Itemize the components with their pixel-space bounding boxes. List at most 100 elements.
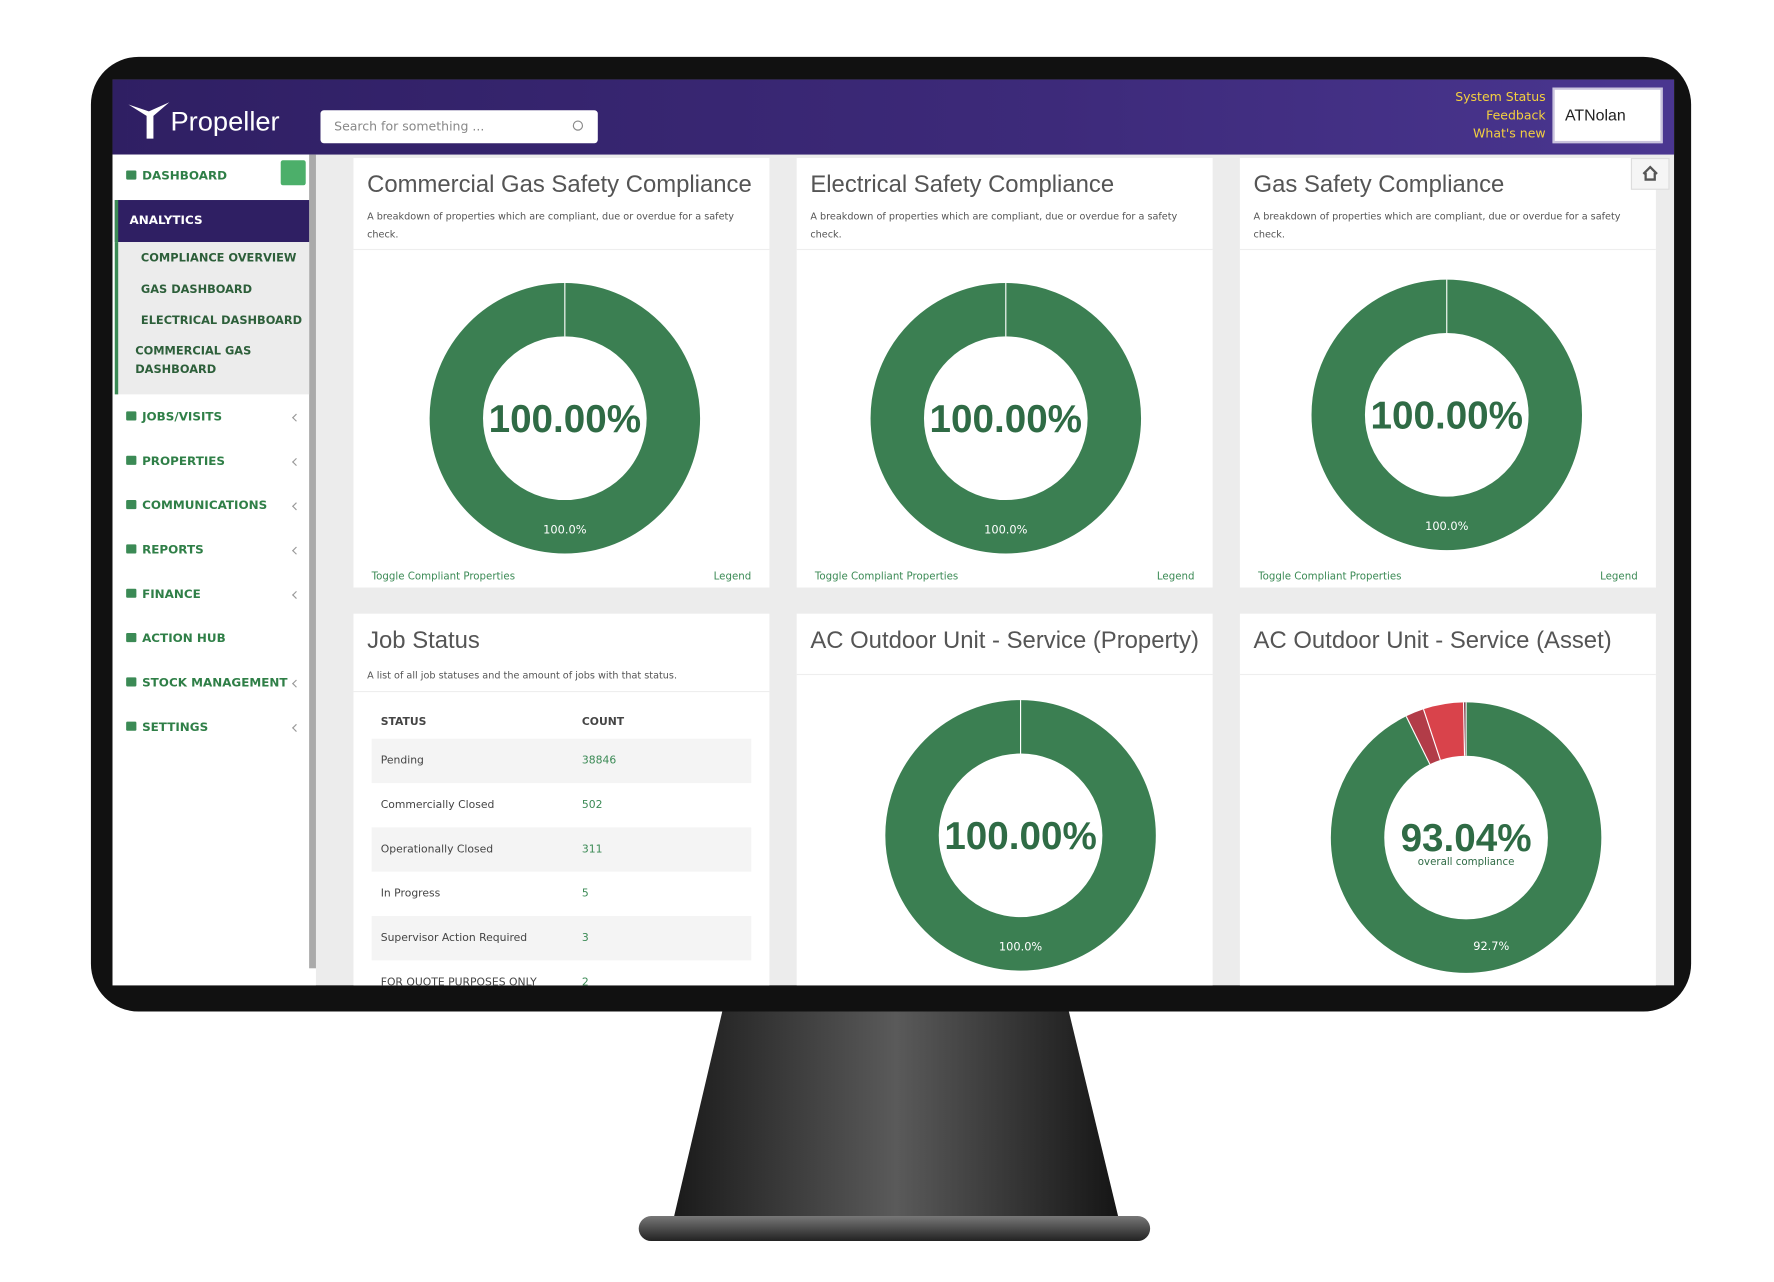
nav-icon	[126, 500, 137, 510]
search-box[interactable]: Search for something ...	[320, 110, 598, 144]
count-cell: 502	[581, 798, 603, 812]
footer-link[interactable]: Legend	[1600, 571, 1638, 584]
nav-icon	[126, 455, 137, 465]
nav-label: JOBS/VISITS	[142, 410, 223, 424]
panel-subtitle: A list of all job statuses and the amoun…	[367, 670, 678, 682]
feedback-link[interactable]: Feedback	[1486, 107, 1546, 123]
nav-item[interactable]: JOBS/VISITS	[126, 410, 222, 424]
center-label: 100.00%	[944, 815, 1096, 858]
panel-title: Job Status	[367, 627, 480, 654]
nav-label: FINANCE	[142, 587, 201, 602]
client-logo-text: ATNolan	[1564, 105, 1626, 124]
system-status-link[interactable]: System Status	[1455, 89, 1546, 105]
nav-label: REPORTS	[142, 543, 204, 557]
panel-title: Electrical Safety Compliance	[810, 171, 1115, 198]
header-links: System Status Feedback What's new	[1408, 89, 1546, 144]
chart-panel: Electrical Safety Compliance A breakdown …	[796, 157, 1213, 588]
column-header: COUNT	[581, 715, 625, 729]
count-cell: 5	[581, 887, 589, 901]
brand-logo	[128, 102, 170, 139]
nav-label: ANALYTICS	[129, 213, 203, 228]
segment-label: 100.0%	[543, 523, 587, 537]
panel-title: AC Outdoor Unit - Service (Property)	[810, 627, 1199, 654]
count-cell: 311	[581, 843, 603, 856]
nav-item[interactable]: STOCK MANAGEMENT	[126, 676, 288, 690]
status-cell: Operationally Closed	[380, 843, 494, 856]
segment-separator	[1422, 709, 1441, 761]
home-button[interactable]	[1630, 157, 1670, 190]
panel-subtitle: A breakdown of properties which are comp…	[367, 211, 735, 241]
nav-icon	[126, 411, 137, 421]
charts-layer: 100.0% 100.00% 100.0% 100.00% 100.0% 100.00% 1…	[429, 279, 1602, 973]
whats-new-link[interactable]: What's new	[1473, 126, 1546, 141]
subnav-item[interactable]: GAS DASHBOARD	[140, 284, 253, 297]
divider	[353, 248, 770, 251]
search-icon	[572, 120, 584, 131]
nav-item[interactable]: REPORTS	[126, 543, 204, 557]
status-cell: Supervisor Action Required	[380, 931, 528, 945]
nav-item[interactable]: SETTINGS	[126, 721, 208, 734]
nav-item[interactable]: COMMUNICATIONS	[126, 499, 267, 513]
search-placeholder: Search for something ...	[334, 119, 485, 135]
divider	[796, 248, 1213, 251]
panel-title: Gas Safety Compliance	[1253, 171, 1505, 198]
monitor-neck	[672, 1009, 1120, 1222]
nav-item[interactable]: DASHBOARD	[126, 169, 227, 183]
job-status-panel: Job Status A list of all job statuses an…	[353, 613, 770, 986]
panel-title: AC Outdoor Unit - Service (Asset)	[1253, 627, 1612, 654]
nav-item[interactable]: ACTION HUB	[126, 632, 226, 646]
row-stripe	[371, 738, 752, 784]
count-cell: 38846	[581, 754, 617, 768]
top-bar: Propeller Search for something ... Syste…	[112, 79, 1675, 155]
segment-separator	[1462, 702, 1466, 756]
panel-title: Commercial Gas Safety Compliance	[367, 171, 752, 198]
scrollbar	[309, 154, 316, 969]
nav-item-active[interactable]: ANALYTICS	[114, 200, 310, 243]
footer-link[interactable]: Legend	[713, 571, 752, 584]
divider	[1239, 673, 1656, 676]
center-label: 93.04%	[1401, 817, 1532, 860]
footer-link[interactable]: Toggle Compliant Properties	[1258, 571, 1402, 584]
menu-toggle[interactable]	[280, 160, 306, 186]
center-label: 100.00%	[1371, 394, 1523, 437]
nav-item[interactable]: FINANCE	[126, 587, 201, 602]
nav-icon	[126, 544, 137, 554]
divider	[796, 673, 1213, 676]
row-stripe	[371, 827, 752, 872]
status-cell: In Progress	[380, 887, 441, 901]
column-header: STATUS	[380, 715, 427, 729]
center-sublabel: overall compliance	[1418, 857, 1515, 868]
status-cell: FOR QUOTE PURPOSES ONLY	[380, 976, 537, 986]
segment-label: 100.0%	[984, 523, 1028, 537]
divider	[1239, 248, 1656, 251]
nav-icon	[126, 588, 137, 598]
footer-link[interactable]: Legend	[1156, 571, 1195, 584]
screen: Propeller Search for something ... Syste…	[112, 79, 1675, 986]
center-label: 100.00%	[489, 398, 641, 441]
panel-subtitle: A breakdown of properties which are comp…	[810, 211, 1178, 241]
footer-link[interactable]: Toggle Compliant Properties	[371, 571, 516, 584]
subnav-item[interactable]: COMMERCIAL GAS DASHBOARD	[135, 345, 252, 377]
segment-label: 100.0%	[999, 940, 1043, 954]
subnav-item[interactable]: ELECTRICAL DASHBOARD	[140, 314, 303, 328]
brand-name: Propeller	[170, 106, 280, 138]
subnav-item[interactable]: COMPLIANCE OVERVIEW	[140, 252, 297, 265]
panel-subtitle: A breakdown of properties which are comp…	[1253, 211, 1621, 241]
segment-label: 92.7%	[1473, 939, 1509, 953]
nav-item[interactable]: PROPERTIES	[126, 455, 225, 468]
footer-link[interactable]: Toggle Compliant Properties	[814, 571, 959, 584]
row-stripe	[371, 916, 752, 961]
nav-icon	[126, 677, 137, 687]
count-cell: 2	[581, 976, 589, 986]
nav-label: ACTION HUB	[142, 631, 226, 646]
divider	[353, 690, 770, 693]
nav-label: STOCK MANAGEMENT	[142, 676, 288, 690]
monitor-base	[638, 1216, 1151, 1242]
status-cell: Pending	[380, 754, 424, 768]
sidebar: DASHBOARD ANALYTICS COMPLIANCE OVERVIEW …	[112, 154, 316, 986]
nav-label: COMMUNICATIONS	[142, 498, 268, 513]
segment-separator	[1405, 716, 1431, 765]
nav-icon	[126, 721, 137, 731]
